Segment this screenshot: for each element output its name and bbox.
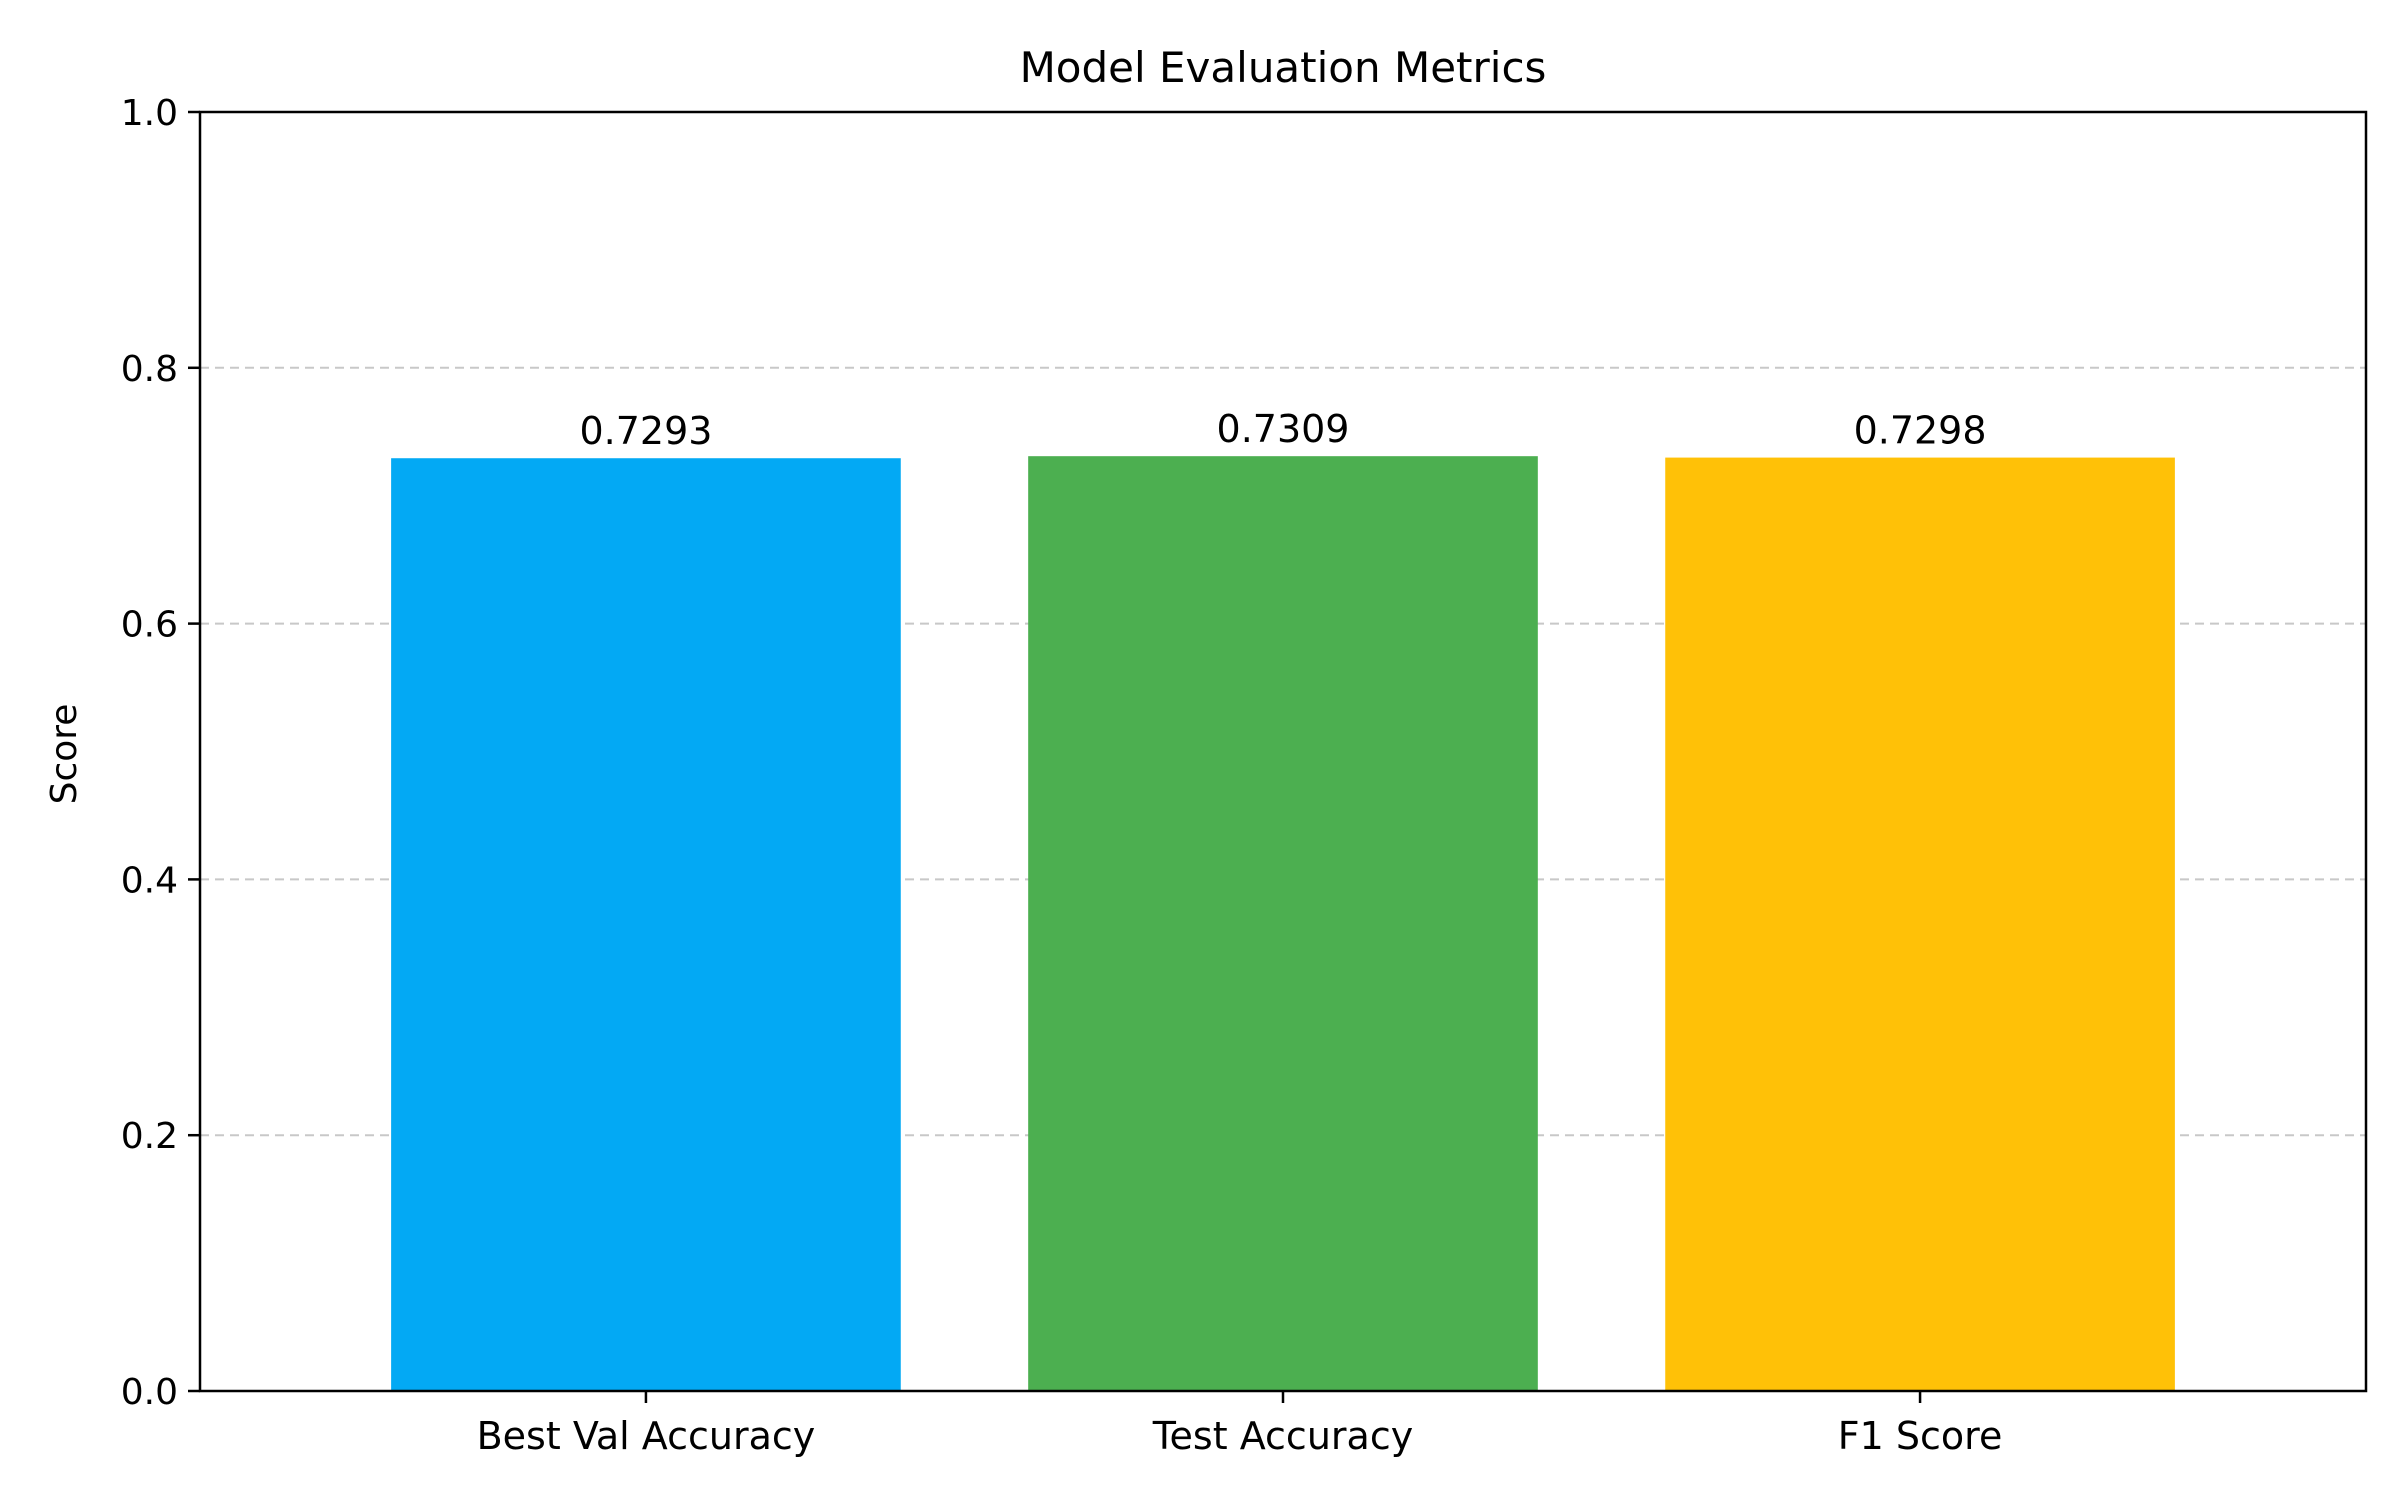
- bar-value-labels: 0.7293 0.7309 0.7298: [579, 407, 1986, 453]
- y-axis-ticks: 0.0 0.2 0.4 0.6 0.8 1.0: [121, 93, 200, 1413]
- y-tick-label: 0.4: [121, 860, 178, 901]
- bar-value-label: 0.7309: [1217, 407, 1350, 451]
- y-tick-label: 0.6: [121, 605, 178, 646]
- bar: [1028, 456, 1538, 1391]
- x-tick-label: F1 Score: [1838, 1414, 2003, 1458]
- y-axis-label: Score: [44, 704, 85, 805]
- x-axis-ticks: Best Val Accuracy Test Accuracy F1 Score: [477, 1391, 2003, 1458]
- y-tick-label: 0.2: [121, 1116, 178, 1157]
- bar: [1665, 457, 2175, 1391]
- bars: [391, 456, 2175, 1391]
- y-tick-label: 0.8: [121, 349, 178, 390]
- bar: [391, 458, 901, 1391]
- y-tick-label: 0.0: [121, 1372, 178, 1413]
- bar-value-label: 0.7293: [579, 409, 712, 453]
- bar-value-label: 0.7298: [1854, 409, 1987, 453]
- x-tick-label: Best Val Accuracy: [477, 1414, 816, 1458]
- y-tick-label: 1.0: [121, 93, 178, 134]
- chart-title: Model Evaluation Metrics: [1020, 43, 1547, 92]
- x-tick-label: Test Accuracy: [1152, 1414, 1413, 1458]
